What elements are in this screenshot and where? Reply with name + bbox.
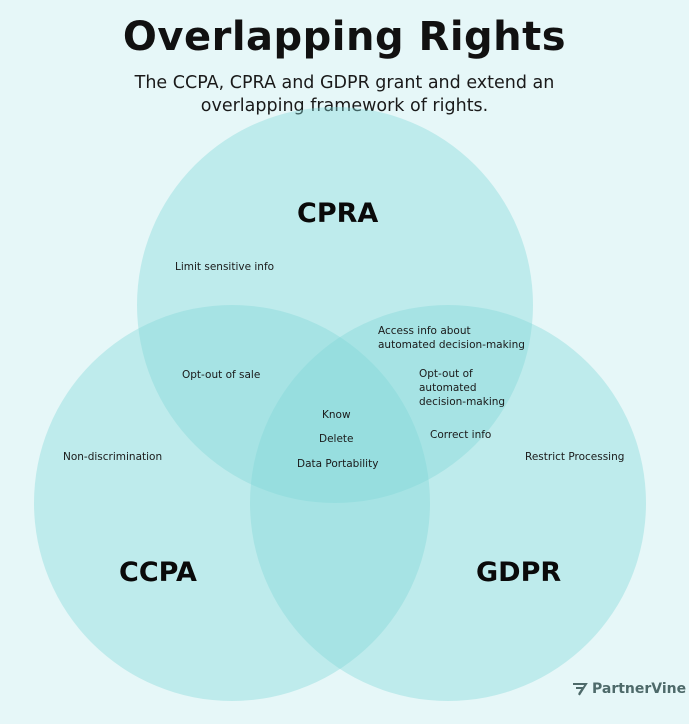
partnervine-logo-icon bbox=[573, 683, 588, 696]
item-non-discrimination: Non-discrimination bbox=[63, 451, 163, 463]
item-correct-info: Correct info bbox=[430, 429, 492, 441]
circle-ccpa bbox=[34, 305, 430, 701]
item-limit-sensitive-info: Limit sensitive info bbox=[175, 261, 275, 273]
item-opt-out-adm: Opt-out of automated decision-making bbox=[419, 368, 506, 408]
set-label-cpra: CPRA bbox=[297, 198, 379, 229]
page-title: Overlapping Rights bbox=[122, 14, 567, 60]
logo-text: PartnerVine bbox=[592, 681, 687, 697]
set-label-ccpa: CCPA bbox=[119, 557, 197, 588]
item-know: Know bbox=[322, 409, 351, 421]
item-restrict-processing: Restrict Processing bbox=[525, 451, 625, 463]
item-access-info-adm: Access info about automated decision-mak… bbox=[378, 325, 525, 351]
set-label-gdpr: GDPR bbox=[476, 557, 562, 588]
item-opt-out-of-sale: Opt-out of sale bbox=[182, 369, 261, 381]
item-delete: Delete bbox=[319, 433, 354, 445]
circle-gdpr bbox=[250, 305, 646, 701]
circle-cpra bbox=[137, 107, 533, 503]
item-data-portability: Data Portability bbox=[297, 458, 379, 470]
partnervine-logo: PartnerVine bbox=[572, 681, 686, 697]
subtitle: The CCPA, CPRA and GDPR grant and extend… bbox=[134, 73, 555, 116]
